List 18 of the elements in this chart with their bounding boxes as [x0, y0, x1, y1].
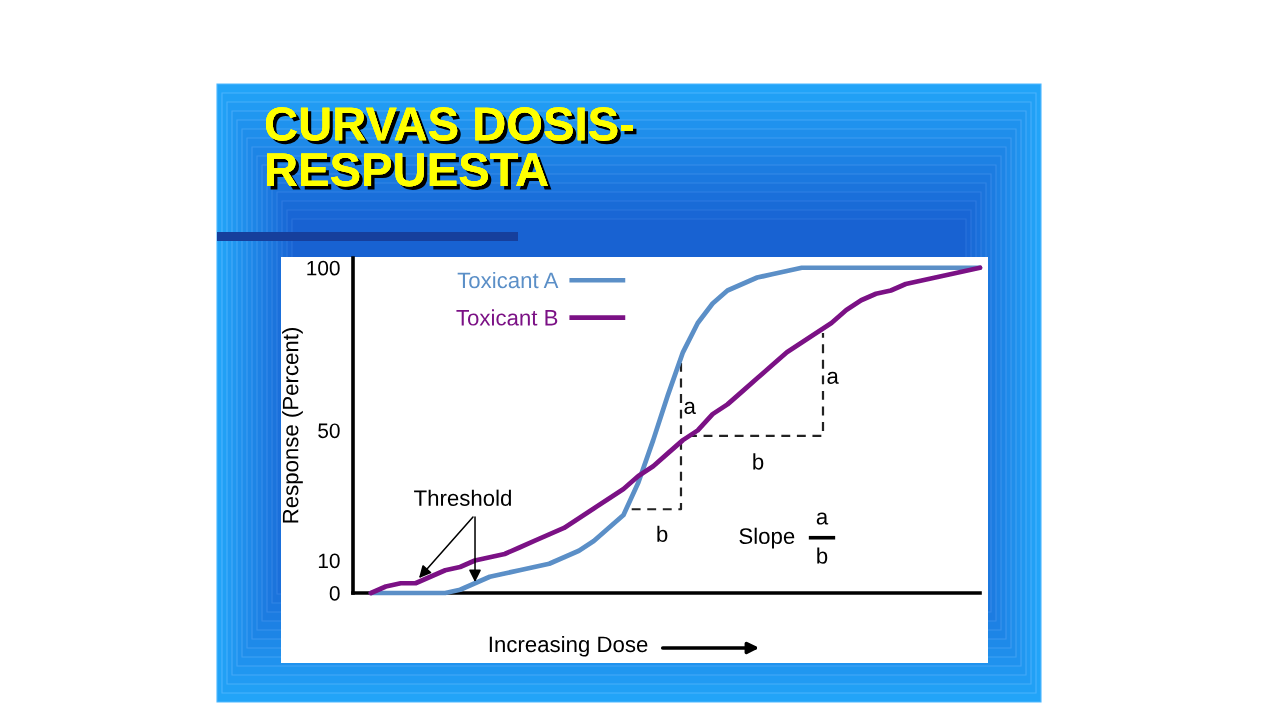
annotation: b	[657, 525, 668, 543]
annotation: a	[816, 512, 829, 525]
y-tick-label: 0	[329, 586, 340, 601]
legend-label: Toxicant A	[457, 271, 559, 289]
x-axis-title: Increasing Dose	[489, 635, 648, 657]
legend-label: Toxicant B	[456, 309, 558, 326]
annotation: a	[827, 371, 839, 384]
y-tick-label: 10	[318, 553, 340, 569]
y-axis-title: Response (Percent)	[282, 328, 303, 523]
y-tick-label: 100	[307, 260, 340, 276]
line-series	[368, 265, 983, 596]
annotation: Slope	[739, 527, 795, 549]
annotation: Threshold	[414, 489, 511, 506]
chart-title: CURVAS DOSIS- RESPUESTA	[265, 107, 637, 190]
annotation: b	[817, 547, 828, 564]
y-tick-label: 50	[318, 423, 340, 439]
annotation: b	[753, 453, 764, 470]
annotation: a	[684, 401, 696, 415]
